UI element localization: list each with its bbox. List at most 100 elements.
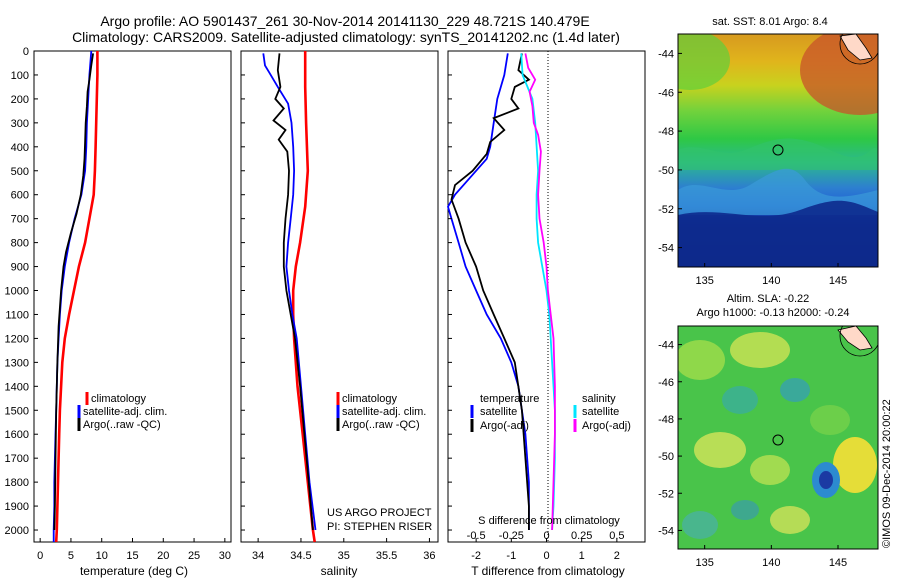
- salinity-legend: climatology satellite-adj. clim. Argo(..…: [336, 392, 426, 431]
- sst-map-panel: sat. SST: 8.01 Argo: 8.4 135 140 145 -44 -46…: [658, 16, 879, 287]
- y-tick-label: 300: [11, 118, 29, 130]
- s-tick-label: 0: [543, 530, 549, 542]
- x-tick-label: -1: [506, 550, 516, 562]
- sla-map-title-2: Argo h1000: -0.13 h2000: -0.24: [697, 307, 850, 319]
- sla-heatmap: [678, 326, 878, 549]
- y-tick-label: 1900: [5, 501, 29, 513]
- y-tick-label: 1800: [5, 477, 29, 489]
- temperature-xlabel: temperature (deg C): [80, 564, 188, 578]
- y-tick-label: 2000: [5, 525, 29, 537]
- map-x-tick-label: 145: [829, 557, 847, 569]
- y-tick-label: 1300: [5, 357, 29, 369]
- x-tick-label: 36: [423, 550, 435, 562]
- y-tick-label: 1700: [5, 453, 29, 465]
- legend-climatology-label: climatology: [91, 393, 147, 405]
- x-tick-label: 0: [37, 550, 43, 562]
- sst-map-frame: [677, 33, 879, 268]
- map-x-tick-label: 135: [695, 557, 713, 569]
- x-tick-label: 1: [579, 550, 585, 562]
- temperature-panel: 0 5 10 15 20 25 300100200300400500600700800900…: [5, 46, 232, 578]
- y-tick-label: 600: [11, 190, 29, 202]
- y-tick-label: 200: [11, 94, 29, 106]
- x-tick-label: 15: [126, 550, 138, 562]
- x-tick-label: 34.5: [290, 550, 311, 562]
- temperature-axes-box: [33, 50, 232, 543]
- legend-temperature-title: temperature: [480, 393, 539, 405]
- legend-s-satellite-label: satellite: [582, 406, 619, 418]
- legend-salinity-title: salinity: [582, 393, 616, 405]
- x-tick-label: 25: [188, 550, 200, 562]
- y-tick-label: 0: [23, 46, 29, 58]
- sla-map-title-1: Altim. SLA: -0.22: [727, 293, 810, 305]
- map-y-tick-label: -48: [658, 414, 674, 426]
- x-tick-label: 0: [543, 550, 549, 562]
- legend-climatology-label: climatology: [342, 393, 398, 405]
- y-tick-label: 400: [11, 142, 29, 154]
- map-y-tick-label: -46: [658, 377, 674, 389]
- map-y-tick-label: -54: [658, 243, 674, 255]
- s-difference-label: S difference from climatology: [478, 515, 620, 527]
- map-x-tick-label: 145: [829, 275, 847, 287]
- map-x-tick-label: 135: [695, 275, 713, 287]
- x-tick-label: 34: [252, 550, 264, 562]
- series-line-climatology: [291, 51, 316, 543]
- project-credit-line-1: US ARGO PROJECT: [327, 507, 432, 519]
- map-y-tick-label: -52: [658, 488, 674, 500]
- argo-float-marker: [772, 144, 784, 156]
- y-tick-label: 1000: [5, 286, 29, 298]
- series-line-climatology: [54, 51, 99, 543]
- legend-satellite-label: satellite-adj. clim.: [342, 406, 426, 418]
- salinity-panel: 34 34.5 35 35.5 36 salinity climatology sate…: [240, 50, 439, 578]
- x-tick-label: 35.5: [376, 550, 397, 562]
- x-tick-label: -2: [471, 550, 481, 562]
- s-tick-label: 0.25: [571, 530, 592, 542]
- y-tick-label: 100: [11, 70, 29, 82]
- y-tick-label: 800: [11, 238, 29, 250]
- series-line-argo-raw-qc-: [53, 53, 94, 531]
- sst-map-title: sat. SST: 8.01 Argo: 8.4: [712, 16, 828, 28]
- difference-xlabel: T difference from climatology: [471, 564, 625, 578]
- series-line-argo-raw-qc-: [272, 53, 314, 531]
- legend-t-satellite-label: satellite: [480, 406, 517, 418]
- salinity-xlabel: salinity: [321, 564, 358, 578]
- s-tick-label: -0.25: [499, 530, 524, 542]
- difference-panel: -2 -1 0 1 2 -0.5 -0.25 0 0.25 0.5 S difference fr…: [447, 50, 646, 578]
- sla-map-frame: [677, 325, 879, 550]
- argo-float-marker: [772, 434, 784, 446]
- sla-map-panel: Altim. SLA: -0.22 Argo h1000: -0.13 h200…: [658, 293, 879, 569]
- y-tick-label: 1100: [5, 309, 29, 321]
- temperature-legend: climatology satellite-adj. clim. Argo(..…: [77, 392, 167, 431]
- legend-s-argo-label: Argo(-adj): [582, 420, 631, 432]
- map-y-tick-label: -46: [658, 87, 674, 99]
- map-y-tick-label: -44: [658, 48, 674, 60]
- header-line-2: Climatology: CARS2009. Satellite-adjuste…: [72, 29, 620, 45]
- legend-argo-label: Argo(..raw -QC): [342, 419, 420, 431]
- imos-credit: ©IMOS 09-Dec-2014 20:00:22: [881, 399, 893, 548]
- difference-legend: temperature satellite Argo(-adj) salinit…: [470, 393, 631, 432]
- map-y-tick-label: -48: [658, 126, 674, 138]
- series-line-argo-adj-: [450, 53, 531, 530]
- x-tick-label: 35: [338, 550, 350, 562]
- x-tick-label: 5: [68, 550, 74, 562]
- series-line-argo-adj-salinity-: [524, 53, 556, 531]
- y-tick-label: 1400: [5, 381, 29, 393]
- y-tick-label: 700: [11, 214, 29, 226]
- y-tick-label: 1200: [5, 333, 29, 345]
- header-line-1: Argo profile: AO 5901437_261 30-Nov-2014…: [100, 13, 589, 29]
- y-tick-label: 500: [11, 166, 29, 178]
- x-tick-label: 2: [614, 550, 620, 562]
- y-tick-label: 1500: [5, 405, 29, 417]
- map-y-tick-label: -44: [658, 340, 674, 352]
- legend-argo-label: Argo(..raw -QC): [83, 419, 161, 431]
- x-tick-label: 30: [219, 550, 231, 562]
- map-x-tick-label: 140: [762, 557, 780, 569]
- y-tick-label: 900: [11, 262, 29, 274]
- y-tick-label: 1600: [5, 429, 29, 441]
- salinity-axes-box: [240, 50, 439, 543]
- s-tick-label: -0.5: [467, 530, 486, 542]
- legend-satellite-label: satellite-adj. clim.: [83, 406, 167, 418]
- map-x-tick-label: 140: [762, 275, 780, 287]
- project-credit-line-2: PI: STEPHEN RISER: [327, 521, 432, 533]
- map-y-tick-label: -54: [658, 525, 674, 537]
